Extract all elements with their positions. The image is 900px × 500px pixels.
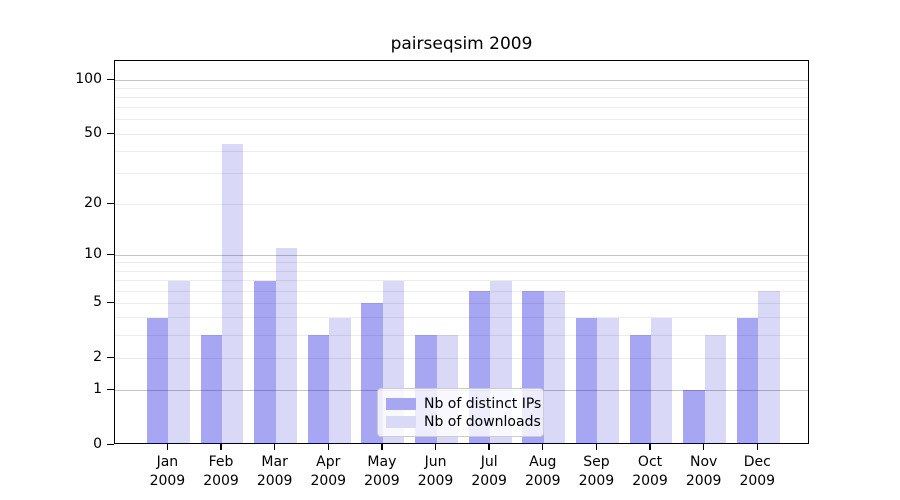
bar-nb-of-downloads-dec (758, 291, 780, 444)
plot-area (114, 60, 809, 444)
xtick-mark-feb (220, 444, 222, 450)
bar-nb-of-distinct-ips-mar (254, 280, 276, 444)
gridline-100 (115, 79, 808, 81)
xtick-mark-jun (434, 444, 437, 450)
ytick-mark-0 (107, 443, 114, 445)
bar-nb-of-downloads-oct (651, 317, 673, 444)
bar-nb-of-downloads-sep (597, 317, 619, 444)
gridline-8 (115, 270, 808, 272)
xtick-mark-sep (595, 444, 598, 450)
gridline-80 (115, 96, 808, 98)
xtick-label-aug: Aug 2009 (524, 454, 561, 489)
legend-swatch-downloads (386, 415, 416, 428)
bar-nb-of-distinct-ips-jan (146, 317, 169, 444)
ytick-mark-2 (107, 356, 114, 358)
chart-title: pairseqsim 2009 (390, 34, 533, 54)
legend-label-distinct-ips: Nb of distinct IPs (424, 395, 542, 412)
gridline-7 (115, 280, 808, 282)
gridline-5 (115, 302, 808, 304)
xtick-label-jun: Jun 2009 (417, 454, 454, 489)
bar-nb-of-downloads-jan (168, 280, 190, 444)
bar-nb-of-distinct-ips-apr (307, 335, 330, 444)
gridline-50 (115, 133, 808, 135)
xtick-mark-may (381, 444, 383, 450)
gridline-10 (115, 254, 808, 256)
xtick-label-mar: Mar 2009 (256, 454, 293, 489)
xtick-mark-jul (488, 444, 490, 450)
legend-row-distinct-ips: Nb of distinct IPs (386, 395, 541, 412)
ytick-label-50: 50 (84, 125, 102, 142)
ytick-label-2: 2 (93, 349, 102, 366)
ytick-mark-1 (107, 388, 114, 391)
bar-nb-of-distinct-ips-nov (683, 390, 705, 444)
xtick-label-oct: Oct 2009 (632, 454, 668, 489)
gridline-2 (115, 357, 808, 359)
legend-swatch-distinct-ips (386, 397, 416, 410)
ytick-label-10: 10 (84, 246, 102, 263)
xtick-mark-oct (649, 444, 651, 450)
xtick-label-apr: Apr 2009 (310, 454, 347, 489)
xtick-label-feb: Feb 2009 (203, 454, 239, 489)
bar-nb-of-distinct-ips-sep (575, 317, 598, 444)
gridline-6 (115, 290, 808, 292)
ytick-mark-100 (107, 78, 114, 80)
gridline-60 (115, 119, 808, 121)
gridline-30 (115, 172, 808, 174)
ytick-mark-5 (107, 301, 114, 304)
xtick-label-sep: Sep 2009 (578, 454, 615, 489)
ytick-label-0: 0 (93, 436, 102, 452)
ytick-label-5: 5 (93, 294, 102, 311)
legend-row-downloads: Nb of downloads (386, 413, 541, 430)
legend-label-downloads: Nb of downloads (424, 413, 541, 430)
bar-nb-of-downloads-feb (222, 143, 244, 444)
gridline-40 (115, 150, 808, 152)
gridline-4 (115, 317, 808, 319)
ytick-mark-20 (107, 202, 114, 205)
xtick-mark-nov (702, 444, 705, 450)
gridline-20 (115, 203, 808, 205)
gridline-9 (115, 262, 808, 264)
bar-nb-of-downloads-apr (329, 317, 351, 444)
ytick-mark-50 (107, 132, 114, 134)
bar-nb-of-downloads-nov (704, 335, 727, 444)
bar-nb-of-distinct-ips-feb (200, 335, 222, 444)
xtick-label-may: May 2009 (364, 454, 400, 489)
bar-nb-of-downloads-mar (275, 248, 298, 444)
bar-nb-of-distinct-ips-oct (629, 335, 652, 444)
xtick-label-dec: Dec 2009 (739, 454, 776, 489)
ytick-mark-10 (107, 253, 114, 256)
gridline-3 (115, 334, 808, 336)
xtick-label-jul: Jul 2009 (471, 454, 507, 489)
xtick-label-nov: Nov 2009 (685, 454, 722, 489)
xtick-label-jan: Jan 2009 (149, 454, 186, 489)
bar-nb-of-distinct-ips-dec (736, 317, 759, 444)
xtick-mark-mar (273, 444, 276, 450)
xtick-mark-dec (756, 444, 758, 450)
xtick-mark-apr (327, 444, 329, 450)
bar-nb-of-downloads-aug (543, 291, 566, 444)
ytick-label-1: 1 (93, 381, 102, 398)
xtick-mark-jan (166, 444, 169, 450)
legend: Nb of distinct IPs Nb of downloads (377, 388, 544, 437)
xtick-mark-aug (542, 444, 544, 450)
ytick-label-100: 100 (75, 71, 102, 87)
gridline-90 (115, 87, 808, 89)
ytick-label-20: 20 (84, 195, 102, 212)
gridline-70 (115, 107, 808, 109)
